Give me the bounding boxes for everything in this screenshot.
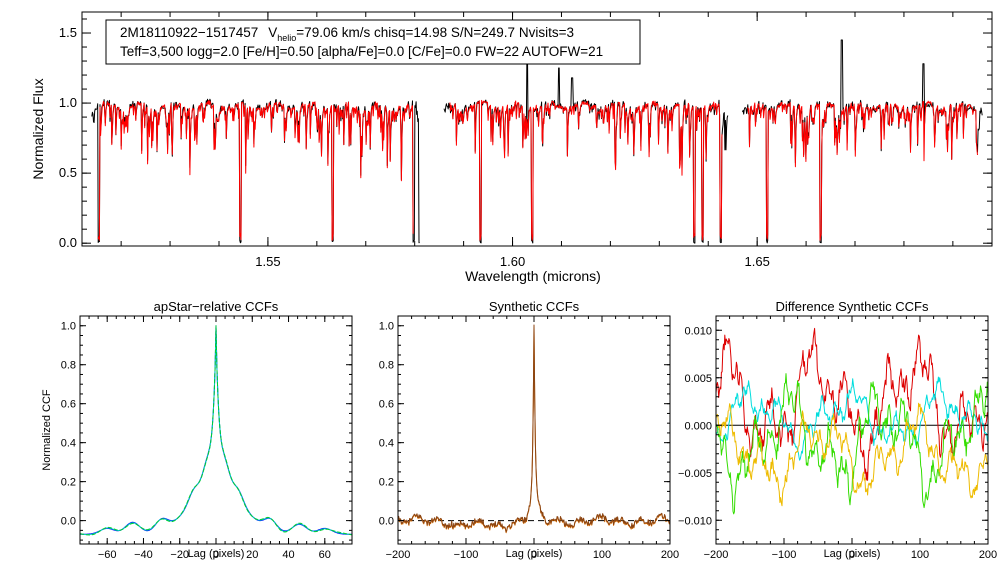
- x-tick-label: 0: [531, 549, 537, 561]
- y-tick-label: 1.5: [59, 25, 77, 40]
- header-line-2: Teff=3,500 logg=2.0 [Fe/H]=0.50 [alpha/F…: [120, 44, 603, 59]
- x-tick-label: 60: [319, 549, 331, 561]
- spectrum-ylabel: Normalized Flux: [30, 78, 46, 179]
- spectrum-model-line: [746, 100, 978, 241]
- ccf-series-1: [80, 325, 352, 535]
- x-tick-label: 40: [282, 549, 294, 561]
- header-box-frame: [105, 19, 641, 65]
- y-tick-label: 0.0: [379, 516, 394, 528]
- spectrum-observed-line: [742, 39, 983, 244]
- header-line-1-values: =79.06 km/s chisq=14.98 S/N=249.7 Nvisit…: [296, 25, 574, 40]
- y-tick-label: 0.6: [379, 399, 394, 411]
- spectrum-data: [91, 39, 983, 244]
- x-tick-label: 100: [911, 549, 929, 561]
- y-tick-label: 0.8: [61, 360, 76, 372]
- x-tick-label: 1.65: [745, 254, 770, 269]
- y-tick-label: 0.0: [61, 516, 76, 528]
- difference-ccf-xlabel: Lag (pixels): [824, 548, 881, 560]
- difference-series-yellow: [716, 402, 988, 507]
- x-tick-label: 0: [213, 549, 219, 561]
- synthetic-ccf-axes: −200 −100 0 100 200 0.0 0.2 0.4 0.6 0.8 1.0: [379, 315, 679, 561]
- y-tick-label: 0.2: [61, 477, 76, 489]
- spectrum-xlabel: Wavelength (microns): [465, 268, 601, 284]
- apstar-ccf-xlabel: Lag (pixels): [188, 548, 245, 560]
- difference-ccf-panel: −200 −100 0 100 200 −0.010 −0.005 0.000 0.005 0.0…: [678, 299, 997, 561]
- y-tick-label: 1.0: [61, 321, 76, 333]
- y-tick-label: −0.005: [678, 468, 712, 480]
- y-tick-label: 0.005: [684, 373, 712, 385]
- spectrum-frame: [81, 11, 993, 247]
- x-tick-label: 0: [849, 549, 855, 561]
- synthetic-ccf-xlabel: Lag (pixels): [506, 548, 563, 560]
- header-v-subscript: helio: [277, 33, 296, 43]
- spectrum-panel: 1.55 1.60 1.65 0.0 0.5 1.0 1.5 Wavelength (mic…: [30, 11, 993, 284]
- apstar-ccf-title: apStar−relative CCFs: [154, 299, 279, 314]
- difference-series-cyan: [716, 376, 988, 461]
- x-tick-label: 200: [661, 549, 679, 561]
- y-tick-label: 0.8: [379, 360, 394, 372]
- header-line-1: 2M18110922−1517457 Vhelio=79.06 km/s chis…: [120, 25, 574, 43]
- x-tick-label: 1.60: [500, 254, 525, 269]
- synthetic-series-2: [398, 324, 670, 533]
- spectrum-model-line: [97, 100, 414, 241]
- synthetic-ccf-title: Synthetic CCFs: [489, 299, 580, 314]
- header-box: 2M18110922−1517457 Vhelio=79.06 km/s chis…: [105, 19, 641, 65]
- x-tick-label: −40: [134, 549, 153, 561]
- y-tick-label: 0.0: [59, 235, 77, 250]
- x-tick-label: −20: [170, 549, 189, 561]
- difference-ccf-title: Difference Synthetic CCFs: [776, 299, 929, 314]
- x-tick-label: 200: [979, 549, 997, 561]
- spectrum-axes: 1.55 1.60 1.65 0.0 0.5 1.0 1.5: [59, 12, 992, 269]
- ccf-series-2: [80, 325, 352, 535]
- y-tick-label: 0.000: [684, 420, 712, 432]
- x-tick-label: −200: [386, 549, 411, 561]
- x-tick-label: 1.55: [255, 254, 280, 269]
- synthetic-ccf-panel: −200 −100 0 100 200 0.0 0.2 0.4 0.6 0.8 1.0 Synthe…: [379, 299, 679, 561]
- y-tick-label: 1.0: [379, 321, 394, 333]
- spectrum-model-line: [449, 99, 723, 241]
- y-tick-label: 0.4: [379, 438, 394, 450]
- y-tick-label: 0.6: [61, 399, 76, 411]
- header-star-id: 2M18110922−1517457: [120, 25, 258, 40]
- apstar-ccf-axes: −60 −40 −20 0 20 40 60 0.0 0.2 0.4 0.6 0.8 1.0: [61, 315, 353, 561]
- y-tick-label: 0.010: [684, 325, 712, 337]
- synthetic-ccf-data: [398, 324, 670, 534]
- ccf-series-3: [80, 325, 352, 536]
- x-tick-label: 20: [246, 549, 258, 561]
- difference-series-green: [716, 373, 988, 515]
- y-tick-label: 0.2: [379, 477, 394, 489]
- x-tick-label: −200: [704, 549, 729, 561]
- y-tick-label: 0.4: [61, 438, 76, 450]
- x-tick-label: −60: [98, 549, 117, 561]
- difference-series-red: [716, 327, 988, 481]
- apstar-ccf-panel: −60 −40 −20 0 20 40 60 0.0 0.2 0.4 0.6 0.8 1.0 apSta…: [41, 299, 353, 561]
- header-v-symbol: V: [268, 25, 277, 40]
- x-tick-label: −100: [772, 549, 797, 561]
- apstar-ccf-ylabel: Normalized CCF: [41, 389, 53, 471]
- y-tick-label: −0.010: [678, 515, 712, 527]
- y-tick-label: 1.0: [59, 95, 77, 110]
- spectrum-observed-line: [443, 53, 729, 244]
- x-tick-label: −100: [454, 549, 479, 561]
- apstar-ccf-data: [80, 325, 352, 536]
- difference-ccf-data: [716, 327, 988, 515]
- difference-ccf-axes: −200 −100 0 100 200 −0.010 −0.005 0.000 0.005 0.0…: [678, 316, 997, 561]
- y-tick-label: 0.5: [59, 165, 77, 180]
- x-tick-label: 100: [593, 549, 611, 561]
- apstar-ccf-frame: [79, 315, 353, 545]
